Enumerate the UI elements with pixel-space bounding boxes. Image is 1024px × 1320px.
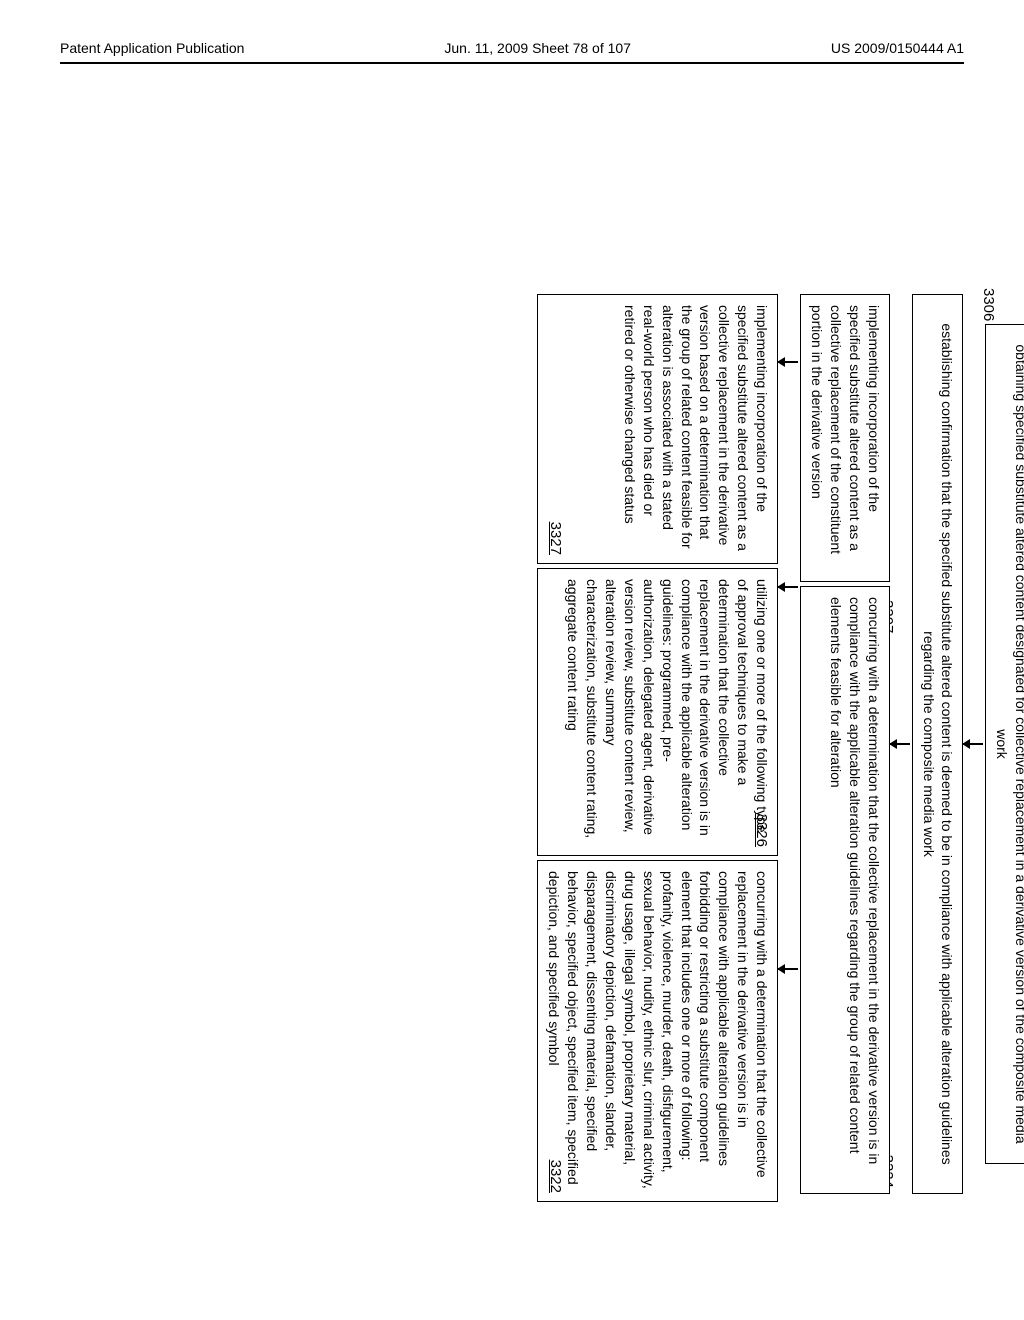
arrow-connector (890, 294, 910, 1194)
arrow-down-icon (778, 586, 798, 588)
row-4: 3307 3324 implementing incorporation of … (800, 294, 890, 1194)
box-3322: concurring with a determination that the… (537, 860, 778, 1202)
ref-3306: 3306 (980, 288, 997, 321)
arrow-down-icon (963, 743, 983, 745)
ref-3322: 3322 (544, 1160, 564, 1193)
box-3322-text: concurring with a determination that the… (546, 871, 770, 1189)
row-5: implementing incorporation of the specif… (537, 294, 778, 1194)
header-left: Patent Application Publication (60, 40, 244, 56)
ref-3327: 3327 (544, 522, 564, 555)
arrow-down-icon (890, 743, 910, 745)
arrow-connector (963, 294, 983, 1194)
arrow-down-icon (778, 968, 798, 970)
box-3324: concurring with a determination that the… (800, 586, 890, 1194)
box-3306: establishing confirmation that the speci… (912, 294, 964, 1194)
box-3327: implementing incorporation of the specif… (537, 294, 778, 564)
box-3327-text: implementing incorporation of the specif… (622, 305, 770, 551)
flowchart-diagram: FIG. 78 3320 3303 identifying a composit… (62, 294, 1024, 1194)
box-3326: 3326 utilizing one or more of the follow… (537, 568, 778, 856)
arrow-down-icon (778, 361, 798, 363)
ref-3326: 3326 (751, 814, 771, 847)
box-3307: implementing incorporation of the specif… (800, 294, 890, 582)
arrow-row (778, 294, 798, 1194)
header-center: Jun. 11, 2009 Sheet 78 of 107 (444, 40, 631, 56)
box-3304: obtaining specified substitute altered c… (985, 324, 1024, 1164)
page: Patent Application Publication Jun. 11, … (0, 0, 1024, 1320)
box-3326-text: utilizing one or more of the following t… (565, 579, 770, 838)
header-right: US 2009/0150444 A1 (831, 40, 964, 56)
page-header: Patent Application Publication Jun. 11, … (60, 40, 964, 64)
